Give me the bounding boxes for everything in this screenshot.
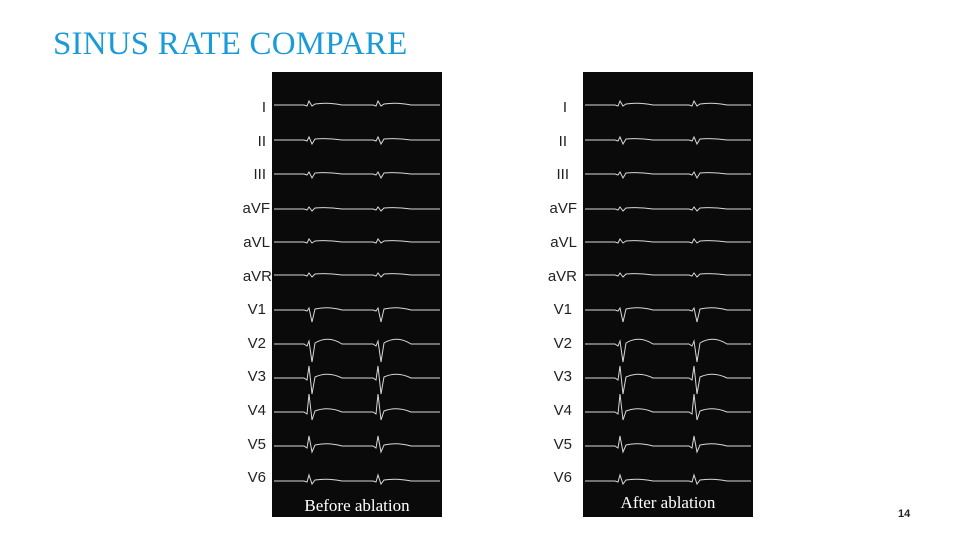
ecg-trace	[274, 306, 440, 323]
lead-label: III	[556, 166, 569, 183]
lead-label: V6	[247, 469, 266, 486]
ecg-trace	[274, 393, 440, 421]
lead-label: V6	[553, 469, 572, 486]
lead-label: V1	[553, 301, 572, 318]
ecg-trace	[274, 135, 440, 146]
lead-label: aVF	[549, 200, 577, 217]
lead-label: V4	[247, 402, 266, 419]
ecg-trace	[274, 171, 440, 180]
lead-label: V3	[247, 368, 266, 385]
ecg-trace	[274, 473, 440, 486]
ecg-trace	[274, 365, 440, 395]
ecg-trace	[585, 473, 751, 486]
ecg-trace	[585, 338, 751, 363]
ecg-trace	[274, 206, 440, 212]
ecg-trace	[274, 338, 440, 363]
ecg-trace	[585, 238, 751, 244]
ecg-trace	[274, 99, 440, 107]
lead-label: I	[261, 99, 266, 116]
lead-label: V1	[247, 301, 266, 318]
ecg-trace	[585, 435, 751, 454]
lead-label: V3	[553, 368, 572, 385]
lead-label: aVR	[242, 268, 272, 285]
ecg-trace	[274, 435, 440, 454]
lead-label: V4	[553, 402, 572, 419]
ecg-panel-after: After ablation	[583, 72, 753, 517]
lead-label: aVF	[242, 200, 270, 217]
lead-label: V2	[553, 335, 572, 352]
ecg-trace	[274, 272, 440, 278]
lead-label: I	[562, 99, 567, 116]
lead-label: V5	[247, 436, 266, 453]
ecg-traces-before	[274, 99, 440, 486]
slide-title: SINUS RATE COMPARE	[53, 26, 408, 62]
lead-label: V2	[247, 335, 266, 352]
lead-label: III	[253, 166, 266, 183]
caption-before: Before ablation	[304, 496, 410, 515]
ecg-trace	[585, 306, 751, 323]
lead-label: aVL	[243, 234, 270, 251]
lead-label: V5	[553, 436, 572, 453]
caption-after: After ablation	[620, 493, 716, 512]
lead-label: II	[257, 133, 266, 150]
ecg-trace	[585, 135, 751, 146]
ecg-trace	[585, 99, 751, 107]
ecg-trace	[585, 393, 751, 421]
ecg-trace	[585, 206, 751, 212]
ecg-trace	[585, 272, 751, 278]
lead-label: II	[558, 133, 567, 150]
lead-label: aVR	[547, 268, 577, 285]
ecg-traces-after	[585, 99, 751, 486]
ecg-trace	[274, 238, 440, 244]
ecg-trace	[585, 365, 751, 395]
ecg-panel-before: Before ablation	[272, 72, 442, 517]
ecg-trace	[585, 171, 751, 180]
page-number: 14	[898, 508, 911, 520]
lead-label: aVL	[550, 234, 577, 251]
